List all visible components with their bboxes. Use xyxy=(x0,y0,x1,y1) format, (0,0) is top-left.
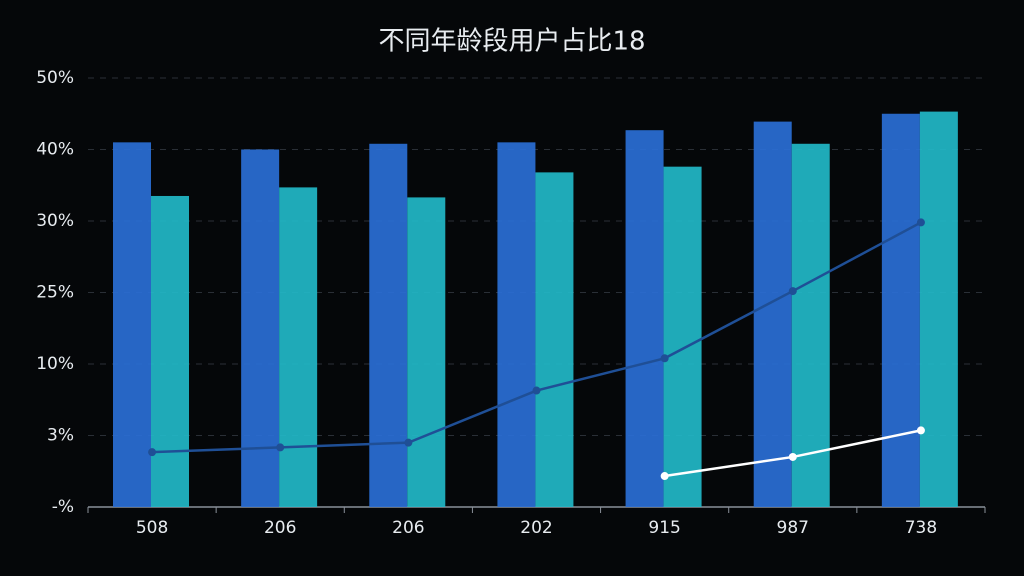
bar xyxy=(241,149,280,507)
bar xyxy=(151,195,189,507)
y-tick-label: 3% xyxy=(47,426,74,446)
bar xyxy=(279,187,318,507)
y-tick-label: 40% xyxy=(36,140,74,160)
chart-title: 不同年龄段用户占比18 xyxy=(378,27,645,57)
point xyxy=(148,448,157,457)
point xyxy=(916,218,925,227)
point xyxy=(660,354,669,363)
bar xyxy=(753,121,792,508)
point xyxy=(660,472,669,481)
x-tick-label: 915 xyxy=(648,518,680,538)
bar xyxy=(369,143,408,507)
point xyxy=(276,443,285,452)
x-tick-label: 206 xyxy=(392,518,424,538)
bar xyxy=(663,166,702,507)
point xyxy=(788,287,797,296)
x-tick-label: 987 xyxy=(777,518,809,538)
y-tick-label: 50% xyxy=(36,68,74,88)
point xyxy=(916,426,925,435)
bar xyxy=(407,197,446,507)
y-tick-label: -% xyxy=(52,497,74,517)
x-tick-label: 738 xyxy=(905,518,937,538)
x-tick-label: 508 xyxy=(136,518,168,538)
bar xyxy=(625,130,664,507)
bar xyxy=(113,142,151,507)
y-tick-label: 10% xyxy=(36,354,74,374)
x-tick-label: 202 xyxy=(520,518,552,538)
point xyxy=(532,386,541,395)
bar xyxy=(791,143,830,507)
x-tick-label: 206 xyxy=(264,518,296,538)
y-tick-label: 25% xyxy=(36,283,74,303)
bar xyxy=(535,172,574,507)
bar xyxy=(919,111,958,507)
point xyxy=(404,438,413,447)
y-tick-label: 30% xyxy=(36,211,74,231)
bar xyxy=(881,113,920,507)
bar xyxy=(497,142,536,507)
point xyxy=(788,452,797,461)
